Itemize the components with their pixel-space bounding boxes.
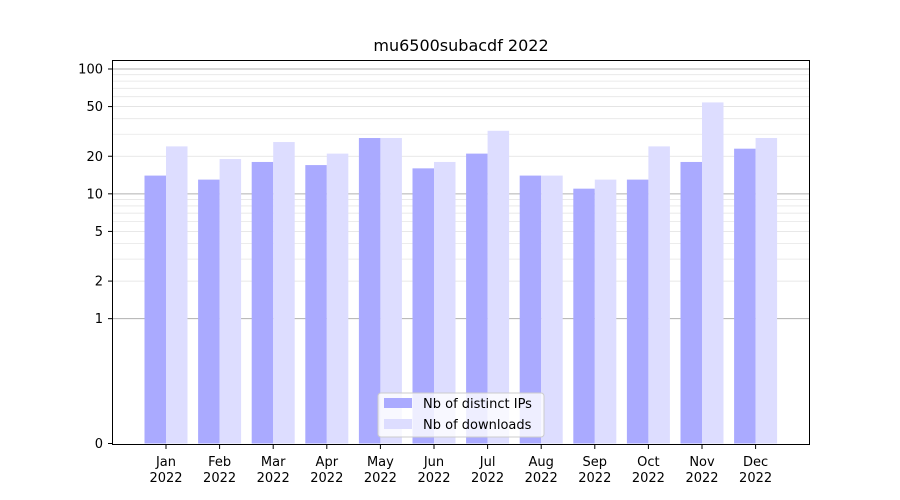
x-tick-label: Mar 2022 bbox=[257, 455, 290, 486]
bar bbox=[358, 138, 381, 444]
bar bbox=[755, 138, 778, 444]
bar bbox=[434, 161, 456, 444]
bar bbox=[594, 179, 617, 444]
bar bbox=[541, 175, 563, 444]
y-tick-label: 20 bbox=[86, 150, 103, 165]
bar bbox=[305, 165, 327, 444]
y-tick-label: 10 bbox=[86, 187, 103, 202]
bar bbox=[519, 175, 542, 444]
bar bbox=[702, 102, 724, 444]
bar bbox=[573, 188, 595, 444]
x-tick-label: Feb 2022 bbox=[203, 455, 236, 486]
plot-frame bbox=[112, 60, 810, 445]
legend-label: Nb of distinct IPs bbox=[423, 397, 532, 412]
bar bbox=[680, 161, 702, 444]
x-tick-label: Sep 2022 bbox=[578, 455, 611, 486]
bar bbox=[273, 142, 295, 444]
x-tick-label: Jun 2022 bbox=[417, 455, 450, 486]
bar bbox=[251, 161, 274, 444]
y-tick-label: 100 bbox=[78, 63, 103, 78]
bar bbox=[166, 146, 188, 444]
y-tick-label: 0 bbox=[95, 437, 103, 452]
x-tick-label: Dec 2022 bbox=[739, 455, 772, 486]
x-tick-label: Jul 2022 bbox=[471, 455, 504, 486]
bar bbox=[198, 179, 220, 444]
bars bbox=[144, 102, 778, 444]
y-tick-label: 50 bbox=[86, 100, 103, 115]
legend: Nb of distinct IPs Nb of downloads bbox=[377, 392, 545, 438]
x-tick-label: Jan 2022 bbox=[149, 455, 182, 486]
legend-label: Nb of downloads bbox=[423, 418, 532, 433]
y-tick-label: 5 bbox=[95, 225, 103, 240]
bar bbox=[326, 153, 349, 444]
legend-box bbox=[377, 392, 545, 438]
x-tick-label: Aug 2022 bbox=[525, 455, 558, 486]
bar bbox=[626, 179, 649, 444]
bar bbox=[144, 175, 166, 444]
y-axis: 0 1 2 5 10 20 50 100 bbox=[78, 63, 113, 452]
legend-swatch bbox=[384, 398, 412, 408]
y-tick-label: 1 bbox=[95, 312, 103, 327]
bar bbox=[380, 138, 402, 444]
x-tick-label: May 2022 bbox=[364, 455, 397, 486]
y-tick-label: 2 bbox=[95, 275, 103, 290]
bar bbox=[219, 159, 242, 444]
x-axis: Jan 2022 Feb 2022 Mar 2022 Apr 2022 May 2022 Jun 20… bbox=[149, 444, 772, 486]
legend-swatch bbox=[384, 419, 412, 429]
x-tick-label: Oct 2022 bbox=[632, 455, 665, 486]
bar bbox=[412, 168, 434, 444]
bar bbox=[734, 148, 756, 444]
bar bbox=[466, 153, 488, 444]
bar bbox=[648, 146, 670, 444]
x-tick-label: Apr 2022 bbox=[310, 455, 343, 486]
x-tick-label: Nov 2022 bbox=[685, 455, 718, 486]
chart-title: mu6500subacdf 2022 bbox=[373, 36, 548, 55]
bar bbox=[487, 130, 510, 444]
